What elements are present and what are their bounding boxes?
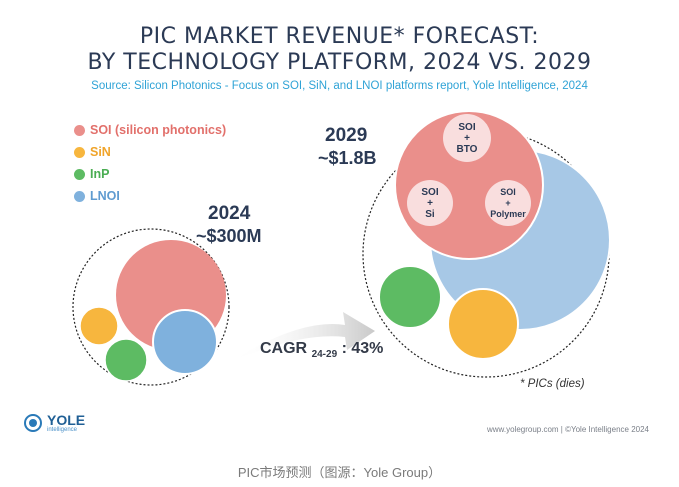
chart-legend: SOI (silicon photonics) SiN InP LNOI	[74, 121, 226, 209]
yole-logo-icon	[24, 414, 42, 432]
group-2024-outline	[72, 228, 230, 386]
cagr-text: CAGR	[260, 340, 308, 357]
year-label-2024: 2024	[208, 203, 251, 224]
bubble-2024-lnoi	[152, 309, 218, 375]
legend-item-inp: InP	[74, 165, 226, 183]
legend-label: LNOI	[90, 189, 120, 203]
bubble-chart	[72, 110, 611, 386]
label-line: Polymer	[490, 209, 526, 219]
chart-subtitle: BY TECHNOLOGY PLATFORM, 2024 VS. 2029	[87, 50, 592, 75]
footer-credit: www.yolegroup.com | ©Yole Intelligence 2…	[487, 425, 649, 434]
image-caption: PIC市场预测（图源：Yole Group）	[237, 465, 442, 480]
sub-bubble-soi-polymer	[485, 180, 531, 226]
infographic-card: PIC MARKET REVENUE* FORECAST: BY TECHNOL…	[24, 24, 649, 434]
legend-dot	[74, 168, 85, 180]
label-line: Si	[425, 209, 435, 220]
chart-title: PIC MARKET REVENUE* FORECAST:	[139, 24, 540, 49]
bubble-2024-inp	[104, 338, 148, 382]
logo-sub: intelligence	[47, 427, 78, 433]
chart-source: Source: Silicon Photonics - Focus on SOI…	[91, 80, 588, 92]
legend-item-sin: SiN	[74, 143, 226, 161]
label-soi-si: SOI + Si	[405, 187, 455, 220]
sub-bubble-soi-bto	[443, 114, 491, 162]
legend-label: InP	[90, 167, 110, 181]
cagr-arrow	[230, 312, 375, 362]
year-label-2029: 2029	[325, 125, 368, 146]
footnote: * PICs (dies)	[520, 378, 585, 390]
bubble-2024-sin	[79, 306, 119, 346]
bubble-2029-inp	[378, 265, 442, 329]
label-line: SOI	[421, 187, 439, 198]
bubble-2029-sin	[447, 288, 519, 360]
legend-label: SiN	[90, 145, 111, 159]
label-line: BTO	[456, 144, 478, 155]
cagr-period: 24-29	[311, 349, 338, 361]
legend-dot	[74, 146, 85, 158]
cagr-label: CAGR 24-29 : 43%	[260, 340, 383, 360]
legend-item-soi: SOI (silicon photonics)	[74, 121, 226, 139]
value-label-2029: ~$1.8B	[318, 148, 377, 168]
cagr-value: : 43%	[337, 340, 384, 357]
label-line: SOI	[458, 122, 476, 133]
legend-item-lnoi: LNOI	[74, 187, 226, 205]
label-soi-polymer: SOI + Polymer	[483, 187, 533, 220]
legend-dot	[74, 124, 85, 136]
label-line: +	[427, 198, 433, 209]
logo-name: YOLE	[47, 412, 86, 428]
label-line: +	[464, 133, 470, 144]
label-soi-bto: SOI + BTO	[442, 122, 492, 155]
legend-dot	[74, 190, 85, 202]
legend-label: SOI (silicon photonics)	[90, 123, 227, 137]
sub-bubble-soi-si	[407, 180, 453, 226]
value-label-2024: ~$300M	[196, 226, 262, 246]
label-line: SOI	[500, 187, 516, 197]
yole-logo: YOLE intelligence	[24, 413, 85, 433]
label-line: +	[505, 198, 511, 208]
